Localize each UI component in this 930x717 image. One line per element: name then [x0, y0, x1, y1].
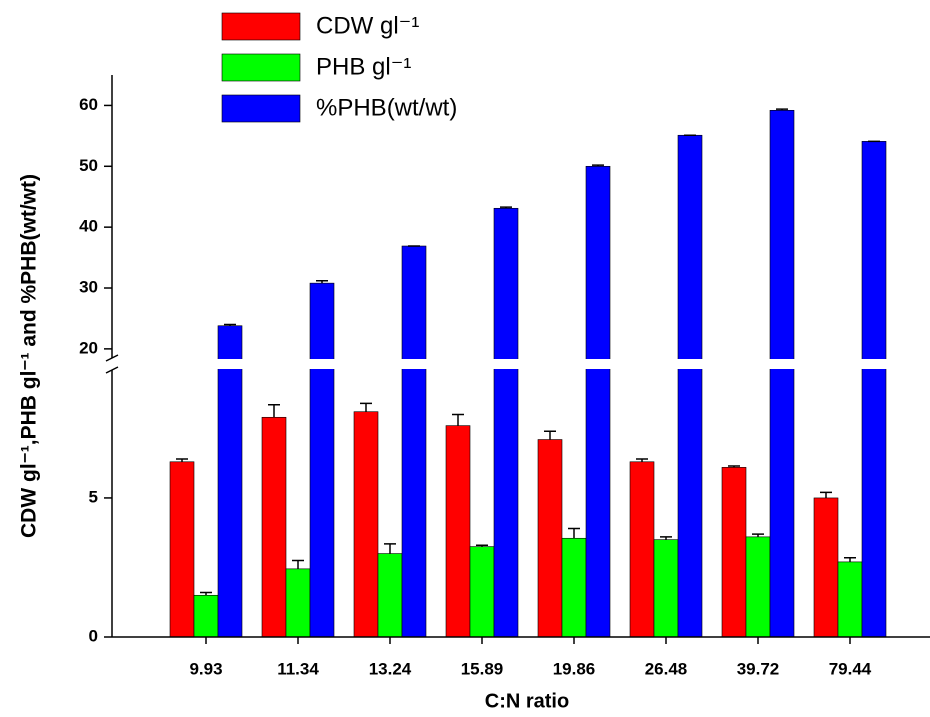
- error-bar: [292, 559, 304, 569]
- error-bar: [200, 591, 212, 596]
- bar: [837, 561, 863, 638]
- bar: [401, 245, 427, 638]
- bar: [721, 467, 747, 638]
- axis-break: [102, 359, 930, 369]
- error-bar: [728, 465, 740, 468]
- bar: [769, 109, 795, 638]
- error-bar: [592, 164, 604, 167]
- y-axis-label: CDW gl⁻¹,PHB gl⁻¹ and %PHB(wt/wt): [18, 174, 41, 538]
- y-tick-label: 40: [79, 217, 98, 236]
- bar: [585, 165, 611, 638]
- y-tick-label: 60: [79, 95, 98, 114]
- error-bar: [568, 527, 580, 539]
- y-tick-label: 20: [79, 338, 98, 357]
- bar: [309, 282, 335, 638]
- bar: [677, 134, 703, 638]
- legend-swatch: [221, 94, 301, 123]
- bar: [445, 425, 471, 638]
- bar: [261, 416, 287, 638]
- y-tick-label: 50: [79, 156, 98, 175]
- x-tick-label: 39.72: [737, 659, 780, 678]
- error-bar: [476, 544, 488, 547]
- legend-label: PHB gl⁻¹: [316, 53, 411, 80]
- legend-label: CDW gl⁻¹: [316, 12, 419, 39]
- x-tick-label: 11.34: [277, 659, 319, 678]
- x-tick-label: 9.93: [189, 659, 222, 678]
- bar: [861, 141, 887, 638]
- x-tick-label: 26.48: [645, 659, 688, 678]
- bar: [745, 536, 771, 638]
- bar: [561, 537, 587, 638]
- x-tick-label: 79.44: [829, 659, 872, 678]
- y-tick-label: 5: [89, 487, 98, 506]
- legend-label: %PHB(wt/wt): [316, 94, 457, 121]
- x-tick-label: 15.89: [461, 659, 504, 678]
- bar: [353, 411, 379, 638]
- y-tick-label: 30: [79, 277, 98, 296]
- error-bar: [360, 402, 372, 412]
- error-bar: [384, 543, 396, 554]
- bar: [193, 594, 219, 638]
- error-bar: [820, 491, 832, 498]
- x-tick-label: 13.24: [369, 659, 412, 678]
- error-bar: [500, 206, 512, 209]
- error-bar: [752, 533, 764, 537]
- error-bar: [660, 536, 672, 540]
- bar: [537, 439, 563, 638]
- bar: [813, 497, 839, 638]
- error-bar: [776, 108, 788, 111]
- x-axis-label: C:N ratio: [485, 690, 569, 712]
- error-bar: [268, 404, 280, 418]
- error-bar: [176, 458, 188, 462]
- error-bar: [636, 458, 648, 462]
- x-tick-label: 19.86: [553, 659, 596, 678]
- error-bar: [544, 430, 556, 440]
- bar: [629, 461, 655, 638]
- bar: [493, 207, 519, 638]
- error-bar: [224, 323, 236, 326]
- legend-swatch: [221, 12, 301, 41]
- error-bar: [844, 556, 856, 562]
- bar: [653, 539, 679, 638]
- error-bar: [316, 279, 328, 284]
- y-tick-label: 0: [89, 626, 98, 645]
- bar: [217, 325, 243, 638]
- bar: [469, 546, 495, 638]
- bar: [285, 568, 311, 638]
- error-bar: [452, 413, 464, 426]
- legend-swatch: [221, 53, 301, 82]
- bar: [377, 553, 403, 638]
- bar: [169, 461, 195, 638]
